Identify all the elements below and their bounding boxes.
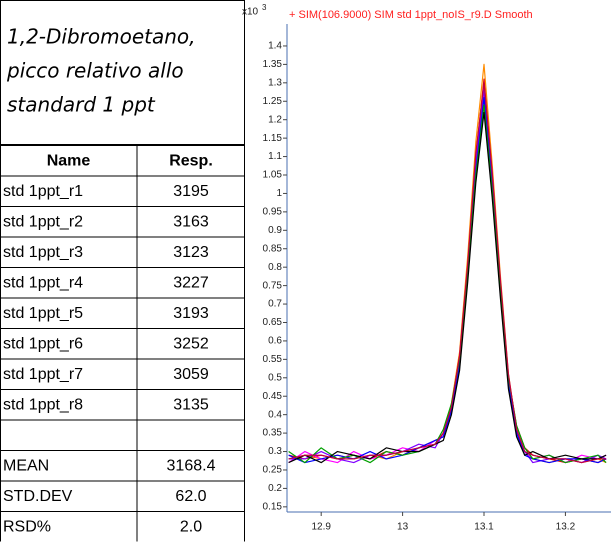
- y-tick-label: 1.3: [268, 77, 282, 88]
- table-cell: 3163: [173, 213, 209, 230]
- y-tick-label: 1.1: [268, 151, 282, 162]
- table-header: Resp.: [169, 152, 213, 169]
- table-cell: 3195: [173, 183, 209, 200]
- table-cell: 3252: [173, 335, 209, 352]
- table-cell: 3123: [173, 244, 209, 261]
- y-tick-label: 0.8: [268, 262, 282, 273]
- table-cell: STD.DEV: [3, 488, 73, 505]
- trace: [288, 111, 607, 464]
- table-cell: 3168.4: [167, 457, 216, 474]
- y-tick-label: 0.6: [268, 336, 282, 347]
- y-tick-label: 0.9: [268, 225, 282, 236]
- y-tick-label: 0.5: [268, 372, 282, 383]
- table-cell: std 1ppt_r4: [3, 274, 83, 291]
- y-tick-label: 0.35: [263, 428, 283, 439]
- y-tick-label: 0.7: [268, 299, 282, 310]
- y-multiplier: x10: [242, 7, 259, 18]
- y-tick-label: 1.25: [263, 96, 283, 107]
- panel-title: picco relativo allo: [6, 59, 184, 83]
- panel-title: 1,2-Dibromoetano,: [7, 25, 196, 49]
- x-tick-label: 13: [397, 522, 409, 533]
- table-cell: 62.0: [175, 488, 206, 505]
- table-cell: std 1ppt_r2: [3, 213, 83, 230]
- table-cell: 3059: [173, 366, 209, 383]
- table-header: Name: [47, 152, 91, 169]
- y-tick-label: 1.2: [268, 114, 282, 125]
- table-cell: 3193: [173, 305, 209, 322]
- table-cell: 3135: [173, 396, 209, 413]
- table-cell: std 1ppt_r6: [3, 335, 83, 352]
- trace: [288, 82, 607, 464]
- table-cell: std 1ppt_r8: [3, 396, 83, 413]
- y-tick-label: 1.15: [263, 133, 283, 144]
- y-tick-label: 1: [276, 188, 282, 199]
- y-tick-label: 0.75: [263, 280, 283, 291]
- chart-title: + SIM(106.9000) SIM std 1ppt_noIS_r9.D S…: [289, 9, 533, 21]
- y-tick-label: 1.35: [263, 59, 283, 70]
- table-cell: RSD%: [3, 518, 51, 535]
- y-tick-label: 1.4: [268, 41, 282, 52]
- x-tick-label: 13.2: [556, 522, 576, 533]
- y-tick-label: 0.4: [268, 409, 282, 420]
- y-tick-label: 0.65: [263, 317, 283, 328]
- table-cell: 3227: [173, 274, 209, 291]
- y-tick-label: 0.95: [263, 207, 283, 218]
- x-tick-label: 13.1: [474, 522, 494, 533]
- y-tick-label: 0.45: [263, 391, 283, 402]
- y-tick-label: 0.55: [263, 354, 283, 365]
- table-cell: std 1ppt_r7: [3, 366, 83, 383]
- y-tick-label: 0.85: [263, 243, 283, 254]
- y-tick-label: 1.05: [263, 170, 283, 181]
- title-box: [0, 0, 245, 145]
- table-cell: std 1ppt_r1: [3, 183, 83, 200]
- table-cell: std 1ppt_r3: [3, 244, 83, 261]
- y-tick-label: 0.15: [263, 501, 283, 512]
- panel-title: standard 1 ppt: [7, 93, 156, 117]
- table-cell: MEAN: [3, 457, 49, 474]
- x-tick-label: 12.9: [311, 522, 331, 533]
- y-tick-label: 0.25: [263, 465, 283, 476]
- table-cell: 2.0: [180, 518, 202, 535]
- y-tick-label: 0.2: [268, 483, 282, 494]
- y-multiplier-exponent: 3: [262, 3, 267, 12]
- y-tick-label: 0.3: [268, 446, 282, 457]
- table-cell: std 1ppt_r5: [3, 305, 83, 322]
